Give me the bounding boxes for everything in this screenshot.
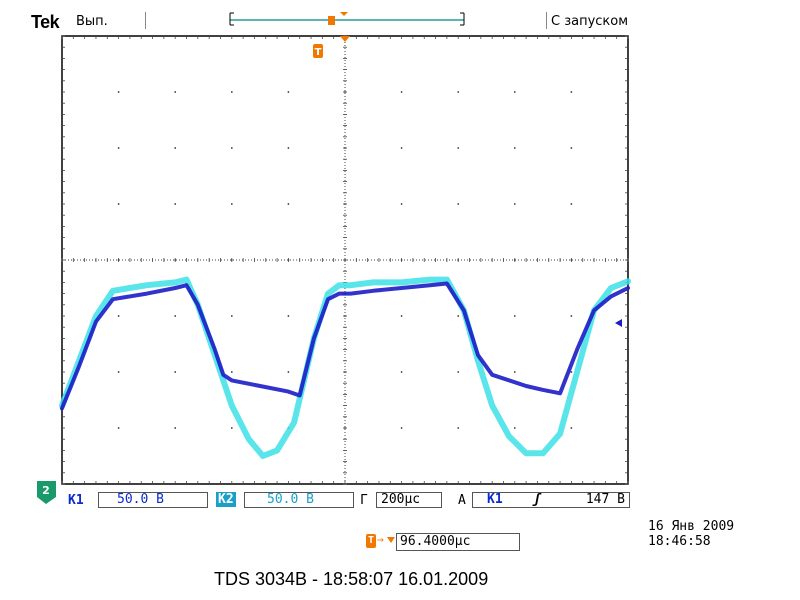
trigger-position-marker: T — [313, 36, 350, 58]
grid-dot — [570, 91, 573, 93]
grid-dot — [117, 91, 120, 93]
grid-dot — [400, 147, 403, 149]
delay-value: 96.4000µс — [400, 534, 471, 549]
grid-dot — [230, 203, 233, 205]
delay-arrow-icon: → — [377, 533, 384, 546]
grid-dot — [400, 91, 403, 93]
grid-dot — [513, 147, 516, 149]
svg-text:T: T — [315, 47, 322, 58]
grid-dot — [513, 91, 516, 93]
ch1-waveform — [60, 281, 630, 411]
brand-logo: Tek — [31, 12, 60, 33]
grid-dot — [400, 315, 403, 317]
grid-dot — [174, 371, 177, 373]
instrument-datetime: 16 Янв 2009 18:46:58 — [648, 519, 734, 549]
record-position-bar — [229, 12, 465, 26]
timebase-value: 200µс — [381, 492, 421, 507]
timebase-box[interactable]: 200µс — [376, 492, 442, 508]
grid-dot — [117, 203, 120, 205]
grid-dot — [513, 203, 516, 205]
grid-dot — [513, 371, 516, 373]
trigger-source: К1 — [487, 492, 503, 507]
delay-marker-icon — [387, 537, 395, 543]
grid-dot — [174, 147, 177, 149]
grid-dot — [174, 315, 177, 317]
ch1-scale: 50.0 В — [117, 492, 164, 507]
grid-dot — [457, 427, 460, 429]
ch2-scale-box[interactable]: 50.0 В — [244, 492, 354, 508]
grid-dot — [117, 315, 120, 317]
instrument-date: 16 Янв 2009 — [648, 519, 735, 534]
grid-dot — [570, 147, 573, 149]
svg-text:2: 2 — [42, 484, 50, 497]
timebase-label: Г — [360, 493, 368, 508]
trigger-label: А — [458, 493, 466, 508]
header-divider — [546, 12, 547, 29]
grid-dot — [513, 315, 516, 317]
ch2-scale: 50.0 В — [267, 492, 314, 507]
delay-value-box[interactable]: 96.4000µс — [396, 533, 520, 551]
brand-text: Tek — [31, 12, 60, 32]
grid-dot — [400, 203, 403, 205]
trigger-icon: T — [366, 534, 376, 548]
grid-dot — [570, 371, 573, 373]
grid-dot — [287, 147, 290, 149]
grid-dot — [570, 315, 573, 317]
grid-dot — [457, 203, 460, 205]
grid-dot — [400, 427, 403, 429]
channel-2-ground-marker: 2 — [37, 481, 56, 504]
trigger-level-arrow — [615, 319, 622, 327]
trigger-mode: С запуском — [551, 14, 629, 29]
ch2-waveform — [59, 276, 631, 459]
grid-dot — [174, 91, 177, 93]
waveform-traces — [59, 276, 631, 459]
grid-dot — [230, 147, 233, 149]
ch1-label: К1 — [68, 493, 84, 508]
grid-dot — [457, 147, 460, 149]
graticule — [61, 35, 629, 485]
grid-dot — [174, 427, 177, 429]
grid-dot — [230, 315, 233, 317]
grid-dot — [287, 203, 290, 205]
header-divider — [145, 12, 146, 29]
grid-dot — [230, 371, 233, 373]
grid-dot — [174, 203, 177, 205]
trigger-level: 147 В — [585, 492, 625, 507]
acquisition-status: Вып. — [76, 14, 108, 29]
grid-dot — [570, 427, 573, 429]
status-bar: К1 50.0 В К2 50.0 В Г 200µс А К1 ʃ 147 В — [62, 492, 632, 510]
grid-dot — [400, 371, 403, 373]
grid-dot — [287, 91, 290, 93]
grid-dot — [457, 315, 460, 317]
grid-dot — [230, 427, 233, 429]
instrument-time: 18:46:58 — [648, 534, 711, 549]
grid-dot — [117, 371, 120, 373]
grid-dot — [513, 427, 516, 429]
trigger-box[interactable]: К1 ʃ 147 В — [472, 492, 630, 508]
grid-dot — [117, 427, 120, 429]
horizontal-delay: T → 96.4000µс — [360, 531, 530, 553]
grid-dot — [457, 91, 460, 93]
grid-dot — [287, 315, 290, 317]
grid-dot — [570, 203, 573, 205]
grid-dot — [230, 91, 233, 93]
grid-dot — [117, 147, 120, 149]
grid-dot — [287, 371, 290, 373]
trigger-slope-icon: ʃ — [533, 492, 541, 507]
ch2-label: К2 — [216, 492, 236, 507]
grid-dot — [457, 371, 460, 373]
screenshot-caption: TDS 3034B - 18:58:07 16.01.2009 — [214, 569, 489, 589]
ch1-scale-box[interactable]: 50.0 В — [98, 492, 208, 508]
